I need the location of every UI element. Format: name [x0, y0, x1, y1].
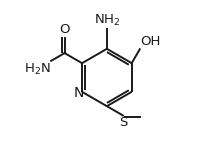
Text: H$_2$N: H$_2$N — [23, 62, 50, 78]
Text: S: S — [119, 116, 127, 129]
Text: N: N — [74, 86, 84, 100]
Text: O: O — [59, 23, 70, 36]
Text: OH: OH — [140, 35, 161, 48]
Text: NH$_2$: NH$_2$ — [94, 13, 120, 28]
